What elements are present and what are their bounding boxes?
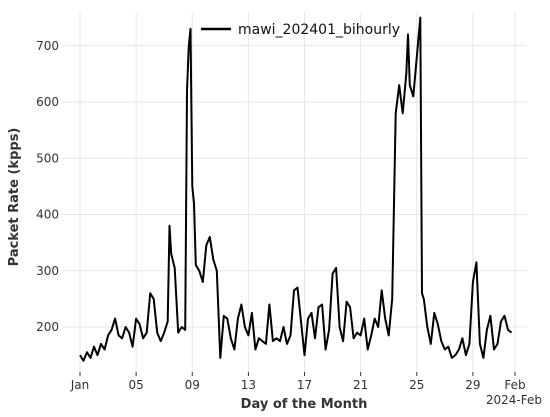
x-tick-label: Jan	[70, 378, 90, 392]
y-axis-label: Packet Rate (kpps)	[7, 128, 22, 267]
x-tick-label: 13	[241, 378, 256, 392]
x-tick-label: 05	[128, 378, 143, 392]
x-tick-label: 09	[185, 378, 200, 392]
y-tick-label: 700	[36, 39, 59, 53]
tick-labels: 200 300 400 500 600 700 Jan 05 09 13 17 21 25 29 Feb	[36, 39, 526, 392]
x-tick-label: 17	[297, 378, 312, 392]
x-tick-label: 25	[409, 378, 424, 392]
x-axis-label: Day of the Month	[241, 397, 368, 412]
y-tick-label: 600	[36, 95, 59, 109]
grid-lines	[63, 12, 527, 372]
y-tick-label: 300	[36, 264, 59, 278]
y-tick-label: 400	[36, 208, 59, 222]
series-layer	[79, 16, 513, 362]
legend-label: mawi_202401_bihourly	[238, 22, 400, 38]
x-axis-offset-label: 2024-Feb	[486, 393, 542, 407]
y-tick-label: 500	[36, 151, 59, 165]
series-line	[79, 16, 513, 362]
x-tick-label: 29	[465, 378, 480, 392]
x-tick-label: 21	[353, 378, 368, 392]
y-tick-label: 200	[36, 320, 59, 334]
x-tick-label: Feb	[504, 378, 525, 392]
legend: mawi_202401_bihourly	[201, 22, 400, 38]
